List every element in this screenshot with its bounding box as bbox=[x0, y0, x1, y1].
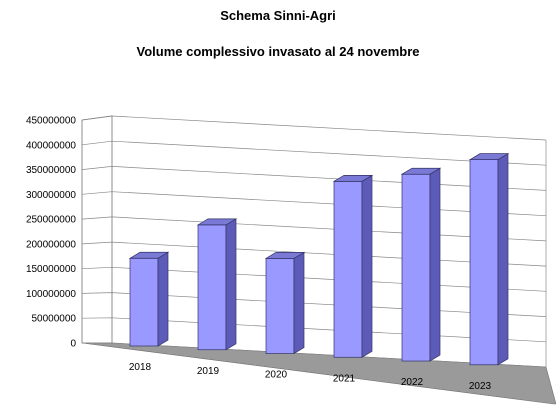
gridline bbox=[81, 191, 547, 217]
y-tick-label: 100000000 bbox=[26, 289, 76, 300]
bar bbox=[265, 258, 295, 354]
bar-top bbox=[468, 153, 510, 160]
y-tick-label: 450000000 bbox=[26, 116, 76, 127]
x-tick-label: 2018 bbox=[129, 362, 152, 373]
bar-side bbox=[225, 218, 237, 351]
gridline bbox=[82, 342, 547, 368]
bar bbox=[197, 224, 227, 351]
gridline bbox=[81, 216, 547, 242]
bar-side bbox=[361, 174, 373, 358]
bar bbox=[469, 159, 499, 366]
x-tick-label: 2021 bbox=[333, 373, 356, 384]
bar-side bbox=[429, 167, 441, 362]
bar-top bbox=[128, 251, 170, 259]
gridline bbox=[81, 317, 547, 343]
y-tick-label: 300000000 bbox=[26, 190, 76, 201]
y-tick-label: 400000000 bbox=[26, 140, 76, 151]
y-tick-label: 0 bbox=[70, 339, 76, 350]
bar bbox=[401, 173, 431, 362]
bar-top bbox=[196, 218, 238, 226]
x-tick-label: 2023 bbox=[469, 381, 492, 392]
chart-subtitle: Volume complessivo invasato al 24 novemb… bbox=[136, 44, 420, 59]
bar-top bbox=[400, 167, 442, 175]
y-tick-label: 350000000 bbox=[26, 165, 76, 176]
gridline bbox=[81, 292, 547, 317]
chart-title: Schema Sinni-Agri bbox=[220, 8, 336, 23]
x-tick-label: 2020 bbox=[265, 370, 288, 381]
x-tick-label: 2022 bbox=[401, 377, 424, 388]
bar-side bbox=[293, 251, 305, 355]
plot-left-wall bbox=[81, 115, 113, 344]
bar bbox=[129, 257, 159, 347]
gridline bbox=[81, 266, 547, 292]
y-tick-label: 50000000 bbox=[32, 314, 77, 325]
y-tick-label: 150000000 bbox=[26, 264, 76, 275]
bar-side bbox=[497, 153, 509, 366]
bar-side bbox=[157, 251, 169, 347]
gridline bbox=[81, 241, 547, 267]
gridline bbox=[81, 140, 547, 166]
gridline bbox=[81, 166, 547, 191]
x-tick-label: 2019 bbox=[197, 366, 220, 377]
y-tick-label: 250000000 bbox=[26, 215, 76, 226]
bar bbox=[333, 181, 363, 358]
bar-top bbox=[332, 175, 374, 182]
y-tick-label: 200000000 bbox=[26, 239, 76, 250]
bar-top bbox=[264, 252, 306, 259]
gridline bbox=[81, 115, 547, 141]
